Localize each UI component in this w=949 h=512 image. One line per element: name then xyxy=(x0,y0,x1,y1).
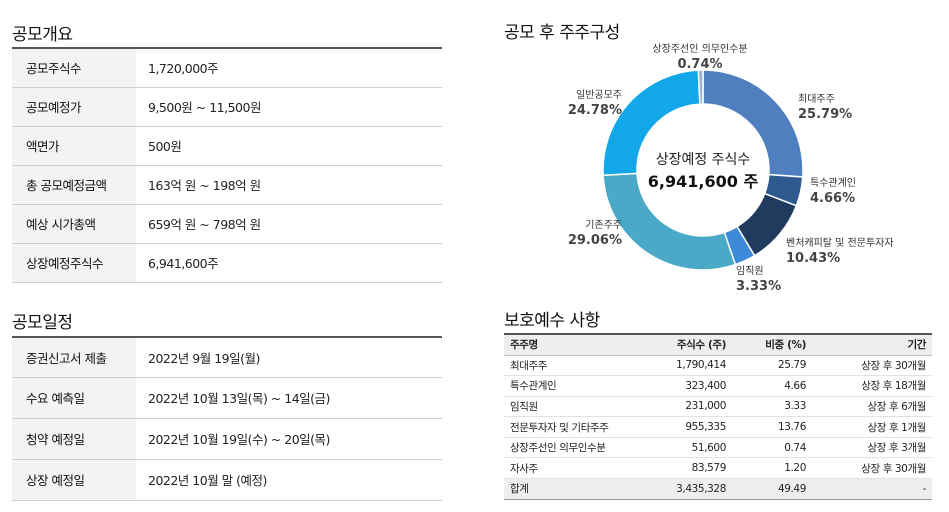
slice-percent-label: 29.06% xyxy=(568,233,622,248)
cell-shares: 323,400 xyxy=(636,375,732,397)
cell-period: 상장 후 18개월 xyxy=(812,375,932,397)
col-header: 주주명 xyxy=(504,334,636,356)
table-total-row: 합계 3,435,328 49.49 - xyxy=(504,478,932,500)
cell-name: 임직원 xyxy=(504,396,636,418)
cell-ratio: 25.79 xyxy=(732,355,812,377)
table-row: 임직원 231,000 3.33 상장 후 6개월 xyxy=(504,396,932,418)
cell-name: 합계 xyxy=(504,478,636,500)
cell-shares: 955,335 xyxy=(636,416,732,438)
row-value: 6,941,600주 xyxy=(136,243,442,283)
cell-name: 최대주주 xyxy=(504,355,636,377)
slice-name-label: 벤처캐피탈 및 전문투자자 xyxy=(786,236,894,249)
row-label: 청약 예정일 xyxy=(12,418,136,460)
table-row: 상장주선인 의무인수분 51,600 0.74 상장 후 3개월 xyxy=(504,437,932,459)
donut-hole xyxy=(638,105,768,235)
col-header: 기간 xyxy=(812,334,932,356)
table-row: 공모주식수 1,720,000주 xyxy=(12,48,442,88)
table-row: 전문투자자 및 기타주주 955,335 13.76 상장 후 1개월 xyxy=(504,416,932,438)
cell-period: 상장 후 1개월 xyxy=(812,416,932,438)
overview-table: 공모주식수 1,720,000주 공모예정가 9,500원 ~ 11,500원 … xyxy=(12,47,442,283)
row-label: 상장예정주식수 xyxy=(12,243,136,283)
table-row: 최대주주 1,790,414 25.79 상장 후 30개월 xyxy=(504,355,932,377)
col-header: 주식수 (주) xyxy=(636,334,732,356)
cell-name: 전문투자자 및 기타주주 xyxy=(504,416,636,438)
row-value: 2022년 10월 13일(목) ~ 14일(금) xyxy=(136,377,442,419)
slice-percent-label: 0.74% xyxy=(677,57,722,72)
slice-percent-label: 10.43% xyxy=(786,251,840,266)
cell-ratio: 0.74 xyxy=(732,437,812,459)
table-row: 상장 예정일 2022년 10월 말 (예정) xyxy=(12,459,442,501)
row-value: 2022년 10월 말 (예정) xyxy=(136,459,442,501)
schedule-title: 공모일정 xyxy=(12,313,73,333)
slice-name-label: 임직원 xyxy=(736,264,764,277)
table-row: 예상 시가총액 659억 원 ~ 798억 원 xyxy=(12,204,442,244)
cell-shares: 1,790,414 xyxy=(636,355,732,377)
cell-shares: 83,579 xyxy=(636,457,732,480)
table-row: 증권신고서 제출 2022년 9월 19일(월) xyxy=(12,337,442,378)
cell-shares: 51,600 xyxy=(636,437,732,459)
slice-percent-label: 25.79% xyxy=(798,107,852,122)
table-row: 자사주 83,579 1.20 상장 후 30개월 xyxy=(504,457,932,480)
donut-center-caption: 상장예정 주식수 xyxy=(656,152,751,168)
table-row: 공모예정가 9,500원 ~ 11,500원 xyxy=(12,87,442,127)
slice-name-label: 일반공모주 xyxy=(576,89,622,101)
row-value: 9,500원 ~ 11,500원 xyxy=(136,87,442,127)
row-value: 163억 원 ~ 198억 원 xyxy=(136,165,442,205)
cell-period: 상장 후 3개월 xyxy=(812,437,932,459)
shareholder-donut-chart: 최대주주 25.79% 특수관계인 4.66% 벤처캐피탈 및 전문투자자 10.43% 임… xyxy=(568,43,894,294)
cell-ratio: 1.20 xyxy=(732,457,812,480)
slice-percent-label: 3.33% xyxy=(736,279,781,294)
table-header-row: 주주명 주식수 (주) 비중 (%) 기간 xyxy=(504,334,932,356)
cell-ratio: 49.49 xyxy=(732,478,812,500)
row-value: 659억 원 ~ 798억 원 xyxy=(136,204,442,244)
cell-ratio: 4.66 xyxy=(732,375,812,397)
table-row: 액면가 500원 xyxy=(12,126,442,166)
slice-name-label: 특수관계인 xyxy=(810,177,856,189)
row-label: 공모주식수 xyxy=(12,48,136,88)
row-label: 수요 예측일 xyxy=(12,377,136,419)
slice-name-label: 상장주선인 의무인수분 xyxy=(652,43,747,55)
cell-ratio: 3.33 xyxy=(732,396,812,418)
table-row: 특수관계인 323,400 4.66 상장 후 18개월 xyxy=(504,375,932,397)
row-label: 예상 시가총액 xyxy=(12,204,136,244)
cell-name: 특수관계인 xyxy=(504,375,636,397)
col-header: 비중 (%) xyxy=(732,334,812,356)
slice-name-label: 기존주주 xyxy=(585,219,622,231)
cell-shares: 231,000 xyxy=(636,396,732,418)
overview-title: 공모개요 xyxy=(12,25,73,45)
slice-name-label: 최대주주 xyxy=(798,93,835,105)
lockup-table: 주주명 주식수 (주) 비중 (%) 기간 최대주주 1,790,414 25.… xyxy=(504,333,932,500)
cell-period: 상장 후 6개월 xyxy=(812,396,932,418)
row-label: 액면가 xyxy=(12,126,136,166)
cell-name: 자사주 xyxy=(504,457,636,480)
row-label: 공모예정가 xyxy=(12,87,136,127)
table-row: 총 공모예정금액 163억 원 ~ 198억 원 xyxy=(12,165,442,205)
composition-title: 공모 후 주주구성 xyxy=(504,23,620,43)
cell-name: 상장주선인 의무인수분 xyxy=(504,437,636,459)
slice-percent-label: 4.66% xyxy=(810,191,855,206)
row-label: 상장 예정일 xyxy=(12,459,136,501)
row-label: 증권신고서 제출 xyxy=(12,337,136,378)
row-value: 1,720,000주 xyxy=(136,48,442,88)
row-value: 2022년 10월 19일(수) ~ 20일(목) xyxy=(136,418,442,460)
row-value: 2022년 9월 19일(월) xyxy=(136,337,442,378)
cell-ratio: 13.76 xyxy=(732,416,812,438)
cell-period: 상장 후 30개월 xyxy=(812,355,932,377)
schedule-table: 증권신고서 제출 2022년 9월 19일(월) 수요 예측일 2022년 10… xyxy=(12,336,442,501)
slice-percent-label: 24.78% xyxy=(568,103,622,118)
donut-slice xyxy=(697,69,704,105)
table-row: 청약 예정일 2022년 10월 19일(수) ~ 20일(목) xyxy=(12,418,442,460)
cell-period: - xyxy=(812,478,932,500)
row-value: 500원 xyxy=(136,126,442,166)
lockup-title: 보호예수 사항 xyxy=(504,311,600,331)
cell-shares: 3,435,328 xyxy=(636,478,732,500)
table-row: 상장예정주식수 6,941,600주 xyxy=(12,243,442,283)
donut-center-value: 6,941,600 주 xyxy=(648,172,759,191)
cell-period: 상장 후 30개월 xyxy=(812,457,932,480)
table-row: 수요 예측일 2022년 10월 13일(목) ~ 14일(금) xyxy=(12,377,442,419)
row-label: 총 공모예정금액 xyxy=(12,165,136,205)
